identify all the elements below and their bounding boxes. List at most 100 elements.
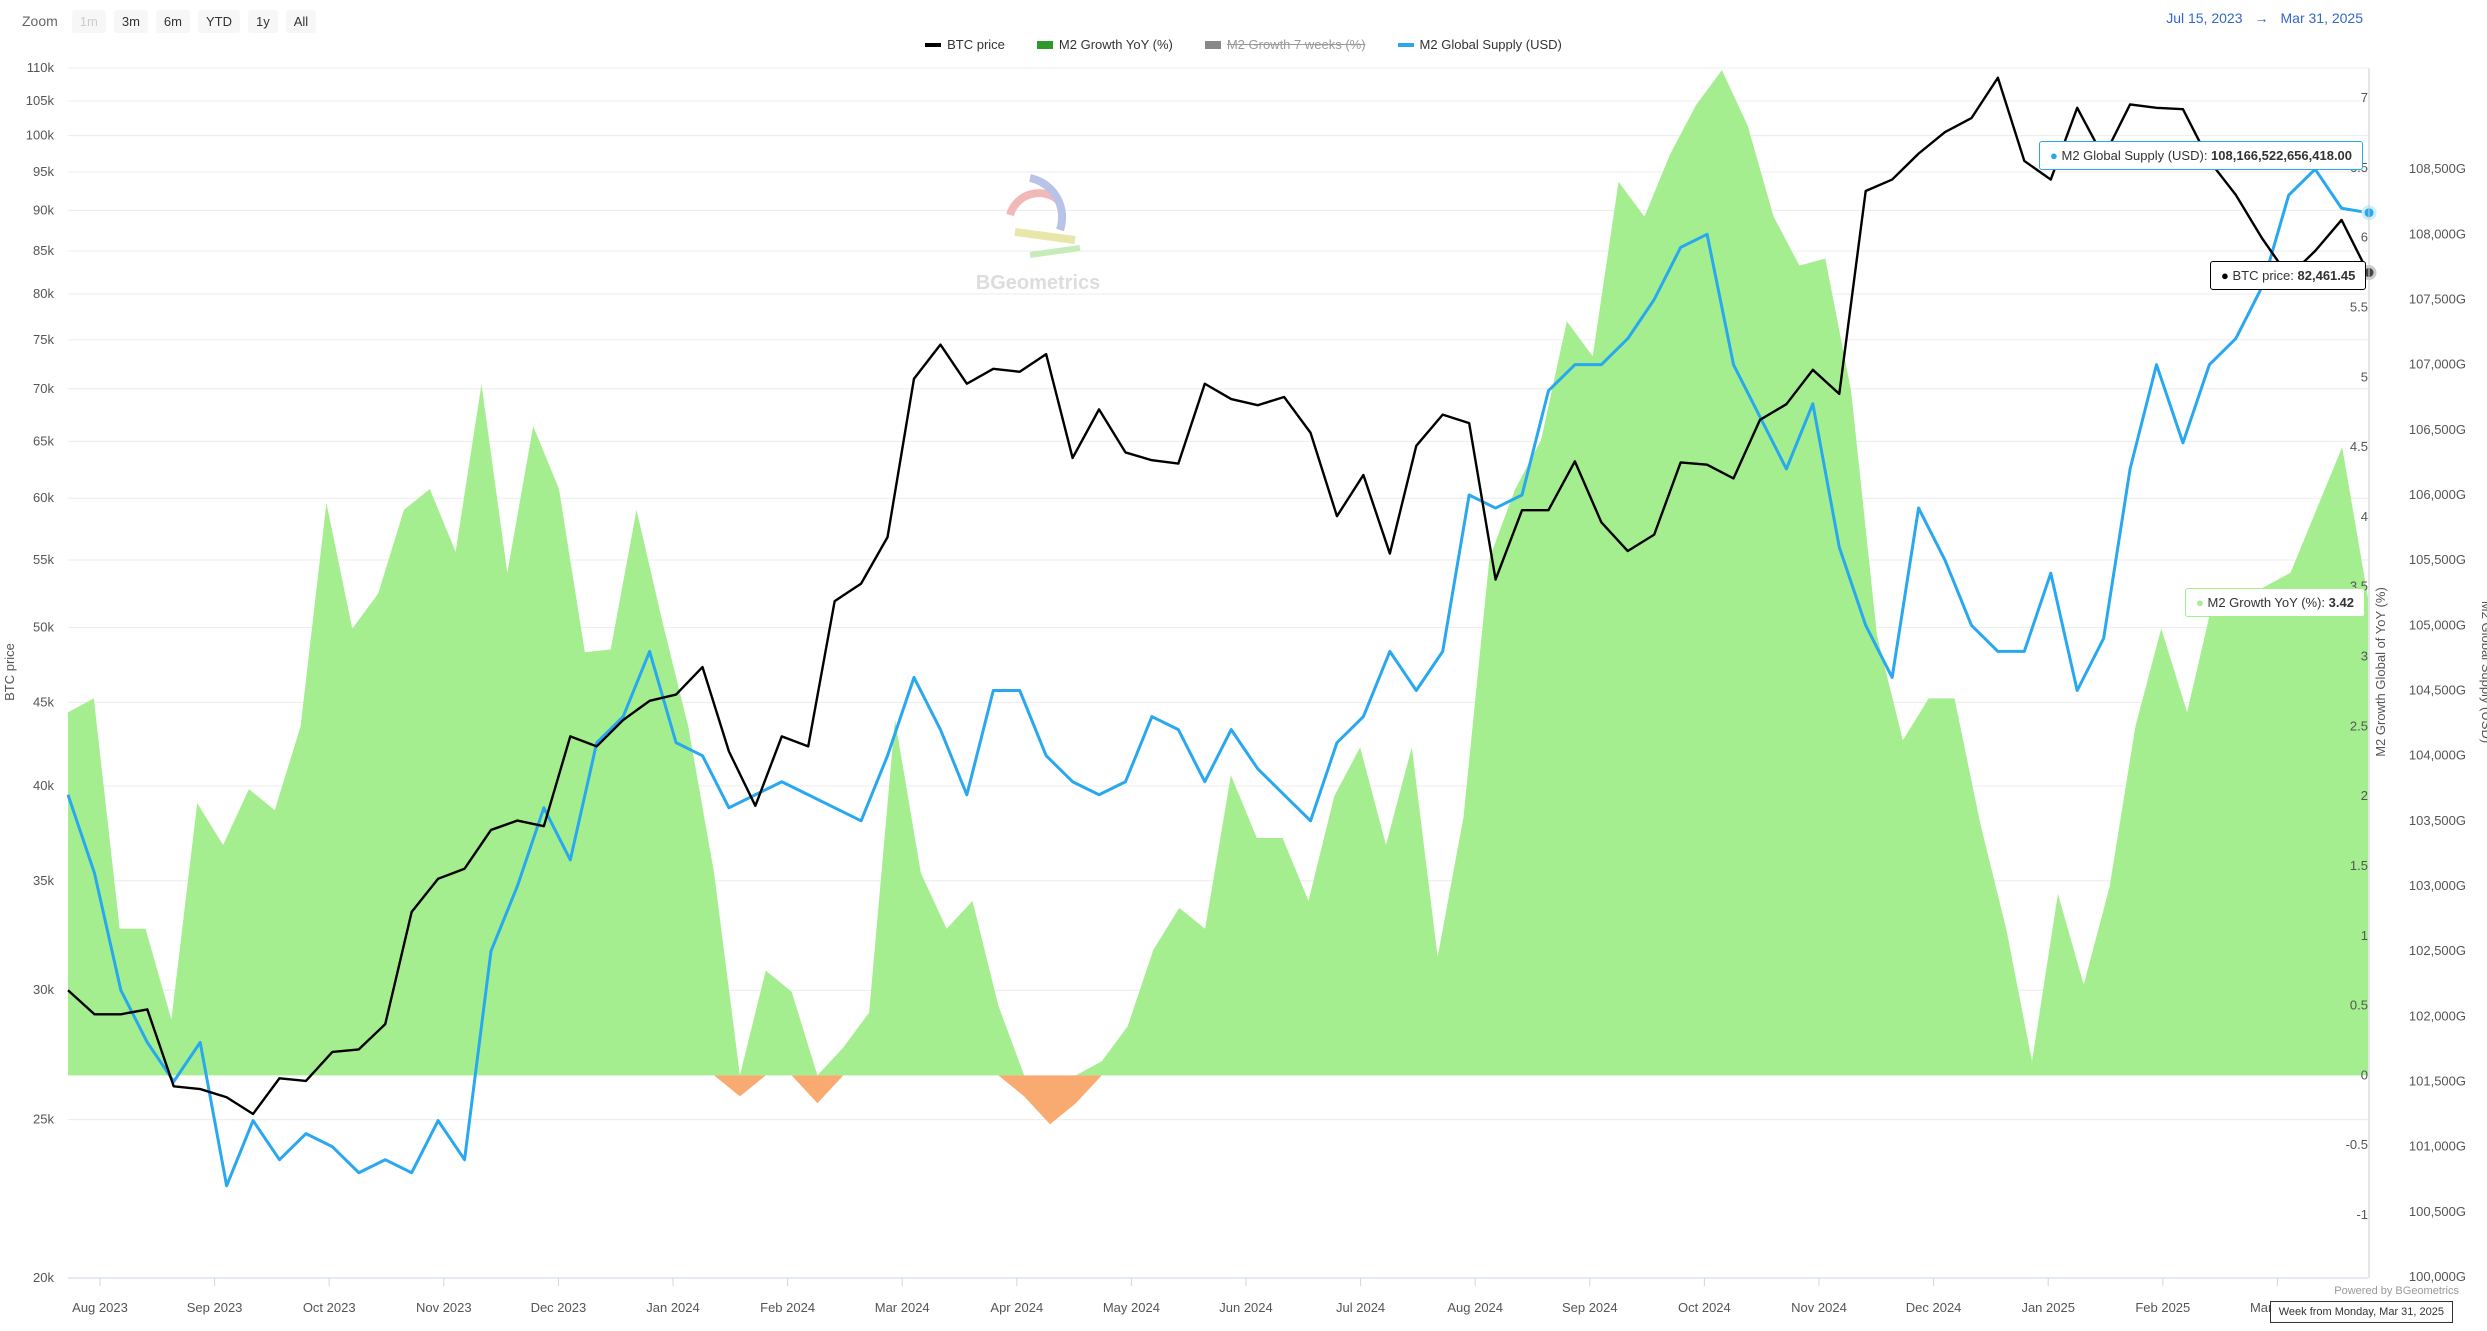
m2-supply-line	[66, 167, 2369, 1188]
growth-axis-tick: 2.5	[2350, 718, 2368, 733]
x-axis-tick: May 2024	[1103, 1300, 1160, 1315]
date-arrow: →	[2254, 10, 2269, 26]
btc-axis-tick: 105k	[26, 93, 55, 108]
supply-axis-tick: 105,000G	[2409, 617, 2466, 632]
growth-axis-tick: 2	[2361, 788, 2368, 803]
growth-axis-tick: 1	[2361, 928, 2368, 943]
legend: BTC price M2 Growth YoY (%) M2 Growth 7 …	[0, 37, 2487, 52]
btc-price-line	[67, 76, 2370, 1116]
zoom-1m-button[interactable]: 1m	[71, 9, 106, 33]
growth-axis-tick: 1.5	[2350, 858, 2368, 873]
tooltip-btc-value: 82,461.45	[2297, 268, 2356, 283]
zoom-all-button[interactable]: All	[285, 9, 317, 33]
tooltip-btc-price: ● BTC price: 82,461.45	[2210, 261, 2367, 290]
x-axis-tick: Feb 2025	[2135, 1300, 2190, 1315]
supply-axis-tick: 102,000G	[2409, 1008, 2466, 1023]
x-axis-tick: Aug 2024	[1447, 1300, 1503, 1315]
supply-axis-tick: 108,000G	[2409, 226, 2466, 241]
tooltip-m2-supply: ● M2 Global Supply (USD): 108,166,522,65…	[2039, 141, 2364, 170]
btc-axis-tick: 70k	[33, 381, 54, 396]
credits[interactable]: Powered by BGeometrics	[2334, 1285, 2459, 1297]
bgeometrics-logo-icon	[1006, 174, 1081, 258]
supply-axis-tick: 100,500G	[2409, 1204, 2466, 1219]
legend-label-supply: M2 Global Supply (USD)	[1419, 37, 1562, 52]
legend-label-growth: M2 Growth YoY (%)	[1058, 37, 1173, 52]
tooltip-dot-icon: ●	[2196, 595, 2204, 610]
growth-area-negative	[68, 1075, 2368, 1125]
btc-axis-tick: 45k	[33, 694, 54, 709]
growth-axis-title: M2 Growth Global of YoY (%)	[2373, 587, 2388, 757]
growth-axis-tick: 5	[2361, 369, 2368, 384]
x-axis-tick: Dec 2024	[1906, 1300, 1962, 1315]
tooltip-growth-value: 3.42	[2328, 595, 2354, 610]
x-axis-tick: Sep 2024	[1562, 1300, 1618, 1315]
growth-axis-tick: 7	[2361, 90, 2368, 105]
legend-item-m2-growth-yoy[interactable]: M2 Growth YoY (%)	[1036, 37, 1173, 52]
legend-item-m2-global-supply[interactable]: M2 Global Supply (USD)	[1397, 37, 1562, 52]
zoom-ytd-button[interactable]: YTD	[197, 9, 240, 33]
btc-axis-tick: 110k	[27, 60, 55, 75]
btc-axis-tick: 90k	[33, 202, 54, 217]
legend-item-m2-growth-7-weeks[interactable]: M2 Growth 7 weeks (%)	[1204, 37, 1366, 52]
legend-swatch-7weeks	[1204, 40, 1221, 49]
x-axis-tick: Jul 2024	[1336, 1300, 1385, 1315]
tooltip-btc-label: BTC price	[2232, 268, 2291, 283]
legend-item-btc-price[interactable]: BTC price	[925, 37, 1005, 52]
watermark-text: BGeometrics	[976, 272, 1101, 294]
x-axis-tick: Nov 2023	[416, 1300, 472, 1315]
x-axis-tick: Jun 2024	[1219, 1300, 1273, 1315]
x-axis-tick: Dec 2023	[531, 1300, 587, 1315]
supply-axis-tick: 106,000G	[2409, 487, 2466, 502]
zoom-1y-button[interactable]: 1y	[247, 9, 278, 33]
zoom-bar: Zoom 1m 3m 6m YTD 1y All	[22, 6, 317, 36]
zoom-3m-button[interactable]: 3m	[113, 9, 148, 33]
x-axis-tick: Jan 2025	[2021, 1300, 2075, 1315]
supply-axis-title: M2 Global Supply (USD)	[2479, 601, 2487, 743]
x-axis-tick: Mar 2024	[875, 1300, 930, 1315]
btc-axis-tick: 25k	[33, 1112, 54, 1127]
legend-swatch-growth	[1036, 40, 1053, 49]
x-axis-tick: Nov 2024	[1791, 1300, 1847, 1315]
growth-axis-tick: 5.5	[2350, 299, 2368, 314]
tooltip-m2-label: M2 Global Supply (USD)	[2061, 148, 2204, 163]
btc-axis-tick: 85k	[33, 243, 54, 258]
btc-axis-tick: 50k	[33, 620, 54, 635]
growth-axis-tick: 6	[2361, 230, 2368, 245]
x-axis-tick: Sep 2023	[187, 1300, 243, 1315]
legend-swatch-supply	[1397, 42, 1414, 47]
supply-axis-tick: 106,500G	[2409, 422, 2466, 437]
supply-axis-tick: 101,000G	[2409, 1139, 2466, 1154]
supply-axis-tick: 108,500G	[2409, 161, 2466, 176]
supply-axis-tick: 102,500G	[2409, 943, 2466, 958]
legend-label-7weeks: M2 Growth 7 weeks (%)	[1226, 37, 1366, 52]
tooltip-dot-icon: ●	[2050, 148, 2058, 163]
tooltip-dot-icon: ●	[2221, 268, 2229, 283]
growth-axis-tick: -0.5	[2346, 1137, 2368, 1152]
btc-axis-tick: 100k	[26, 128, 55, 143]
zoom-label: Zoom	[22, 13, 58, 29]
x-axis-tick: Feb 2024	[760, 1300, 815, 1315]
btc-axis-tick: 20k	[33, 1270, 54, 1285]
zoom-6m-button[interactable]: 6m	[155, 9, 190, 33]
btc-axis-tick: 80k	[33, 286, 54, 301]
x-axis-tick: Aug 2023	[72, 1300, 128, 1315]
legend-label-btc: BTC price	[947, 37, 1005, 52]
x-axis-tick: Apr 2024	[990, 1300, 1043, 1315]
supply-axis-tick: 101,500G	[2409, 1074, 2466, 1089]
growth-axis-tick: 4	[2361, 509, 2368, 524]
btc-axis-tick: 95k	[33, 164, 54, 179]
btc-axis-tick: 30k	[33, 982, 54, 997]
btc-axis-tick: 55k	[33, 552, 54, 567]
supply-axis-tick: 103,000G	[2409, 878, 2466, 893]
supply-axis-tick: 107,500G	[2409, 292, 2466, 307]
x-axis-tick: Jan 2024	[646, 1300, 700, 1315]
btc-axis-tick: 35k	[33, 873, 54, 888]
supply-axis-tick: 104,000G	[2409, 748, 2466, 763]
supply-axis-tick: 103,500G	[2409, 813, 2466, 828]
btc-axis-tick: 60k	[33, 490, 54, 505]
week-label: Week from Monday, Mar 31, 2025	[2269, 1301, 2453, 1323]
date-from[interactable]: Jul 15, 2023	[2166, 10, 2243, 26]
date-to[interactable]: Mar 31, 2025	[2280, 10, 2364, 26]
